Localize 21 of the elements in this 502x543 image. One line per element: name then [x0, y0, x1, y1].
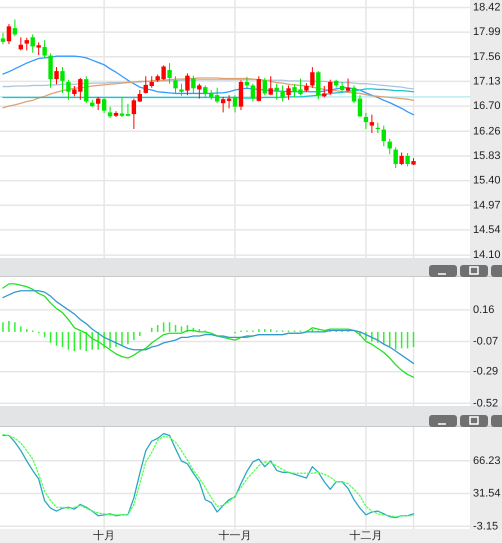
y-tick-label: 66.23: [473, 454, 501, 467]
y-tick-label: 15.83: [473, 150, 501, 162]
y-tick-label: 16.70: [473, 100, 501, 112]
x-tick-label: 十月: [93, 529, 116, 542]
y-tick-label: 0.16: [473, 304, 494, 316]
x-tick-label: 十一月: [218, 529, 252, 542]
y-tick-label: 14.10: [473, 249, 501, 262]
y-tick-label: 18.42: [473, 1, 501, 14]
y-tick-label: -0.07: [473, 336, 498, 348]
y-tick-label: 31.54: [473, 488, 501, 500]
y-tick-label: 14.54: [473, 224, 501, 236]
y-tick-label: 15.40: [473, 174, 501, 187]
y-tick-label: 16.26: [473, 125, 501, 138]
y-tick-label: -0.29: [473, 366, 498, 378]
y-tick-label: 17.99: [473, 26, 501, 38]
y-tick-label: 14.97: [473, 199, 501, 212]
y-tick-label: -0.52: [473, 397, 498, 410]
x-tick-label: 十二月: [349, 529, 382, 542]
y-tick-label: 17.56: [473, 50, 501, 63]
y-tick-label: 17.13: [473, 75, 501, 88]
y-tick-label: -3.15: [473, 520, 498, 532]
